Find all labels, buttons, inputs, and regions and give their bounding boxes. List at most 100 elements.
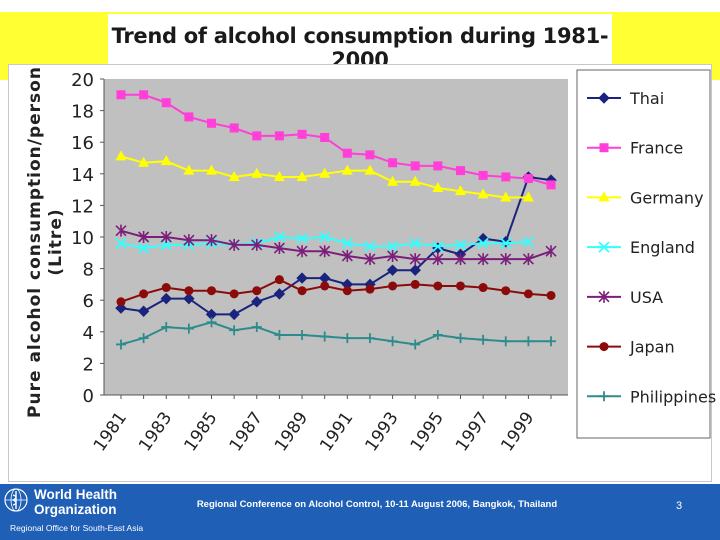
data-point-france: [229, 123, 239, 133]
data-point-france: [433, 161, 443, 171]
data-point-philippines: [274, 329, 285, 340]
y-axis-label: Pure alcohol consumption/person(Litre): [25, 66, 66, 418]
legend-label: Philippines: [630, 387, 716, 406]
who-name-line-1: World Health: [34, 487, 118, 502]
data-point-usa: [138, 231, 150, 243]
data-point-philippines: [161, 322, 172, 333]
data-point-japan: [501, 286, 511, 296]
data-point-france: [207, 118, 217, 128]
x-tick-label: 1997: [452, 408, 493, 455]
data-point-france: [365, 150, 375, 160]
data-point-england: [115, 237, 127, 249]
data-point-japan: [455, 281, 465, 291]
who-emblem-icon: [4, 488, 28, 512]
data-point-usa: [183, 234, 195, 247]
data-point-japan: [523, 289, 533, 299]
data-point-england: [477, 237, 489, 249]
data-point-philippines: [500, 336, 511, 347]
data-point-philippines: [432, 329, 443, 340]
data-point-france: [478, 170, 488, 180]
data-point-philippines: [183, 323, 194, 334]
data-point-philippines: [319, 331, 330, 342]
legend-label: USA: [630, 288, 663, 307]
y-tick-label: 14: [71, 165, 94, 186]
data-point-germany: [251, 167, 263, 178]
data-point-thai: [183, 292, 195, 305]
legend-label: England: [630, 238, 695, 257]
data-point-japan: [297, 286, 307, 296]
data-point-japan: [388, 281, 398, 291]
data-point-france: [139, 90, 149, 100]
legend-entry-philippines: Philippines: [587, 387, 716, 406]
data-point-france: [501, 172, 511, 182]
data-point-england: [386, 240, 399, 253]
data-point-japan: [433, 281, 443, 291]
data-point-germany: [296, 170, 308, 181]
legend-marker: [599, 342, 609, 352]
data-point-japan: [478, 283, 488, 293]
data-point-philippines: [455, 333, 466, 344]
y-tick-label: 20: [71, 70, 94, 91]
data-point-france: [116, 90, 126, 100]
x-tick-label: 1989: [271, 408, 312, 455]
data-point-france: [297, 129, 307, 139]
data-point-france: [342, 148, 352, 158]
data-point-germany: [319, 167, 331, 178]
data-point-england: [500, 237, 512, 249]
who-region: Regional Office for South-East Asia: [10, 523, 144, 533]
data-point-germany: [477, 188, 489, 199]
data-point-usa: [545, 245, 557, 258]
data-point-france: [388, 158, 398, 168]
data-point-philippines: [546, 336, 557, 347]
footer-bar: [0, 484, 720, 540]
data-point-philippines: [115, 339, 126, 350]
data-point-germany: [364, 164, 376, 175]
page-number: 3: [676, 500, 683, 512]
data-point-usa: [341, 249, 353, 262]
data-point-germany: [115, 150, 127, 161]
data-point-germany: [160, 155, 172, 166]
data-point-germany: [138, 156, 150, 167]
x-tick-label: 1985: [180, 408, 221, 455]
y-tick-label: 6: [83, 291, 94, 312]
data-point-philippines: [523, 336, 534, 347]
plot-area: [104, 79, 568, 395]
data-point-japan: [252, 286, 262, 296]
data-point-japan: [410, 279, 420, 289]
data-point-england: [160, 239, 172, 251]
series-line-thai: [120, 175, 552, 316]
data-point-usa: [432, 253, 444, 266]
data-point-england: [432, 240, 444, 253]
x-tick-label: 1987: [226, 408, 267, 455]
data-point-japan: [342, 286, 352, 296]
data-point-france: [161, 98, 171, 108]
data-point-philippines: [387, 336, 398, 347]
data-point-usa: [296, 245, 308, 258]
data-point-england: [409, 237, 421, 249]
series-usa: [115, 224, 557, 266]
x-tick-label: 1993: [361, 408, 402, 455]
legend-entry-usa: USA: [587, 288, 663, 307]
series-philippines: [115, 317, 557, 350]
data-point-philippines: [342, 333, 353, 344]
who-name-line-2: Organization: [34, 502, 117, 517]
legend-marker: [598, 241, 610, 253]
legend-entry-japan: Japan: [587, 338, 675, 357]
data-point-usa: [228, 238, 240, 251]
data-point-germany: [454, 185, 466, 196]
data-point-france: [274, 131, 284, 141]
data-point-thai: [137, 305, 150, 317]
data-point-japan: [365, 284, 375, 294]
data-point-germany: [206, 164, 218, 175]
x-tick-label: 1983: [135, 408, 176, 455]
legend-marker: [598, 92, 610, 104]
legend-entry-thai: Thai: [587, 89, 664, 108]
y-tick-label: 8: [83, 260, 94, 281]
data-point-germany: [273, 170, 285, 181]
y-tick-label: 10: [71, 228, 94, 249]
data-point-japan: [546, 290, 556, 300]
x-tick-label: 1991: [316, 408, 357, 455]
data-point-thai: [115, 302, 127, 314]
legend-marker: [598, 191, 610, 202]
